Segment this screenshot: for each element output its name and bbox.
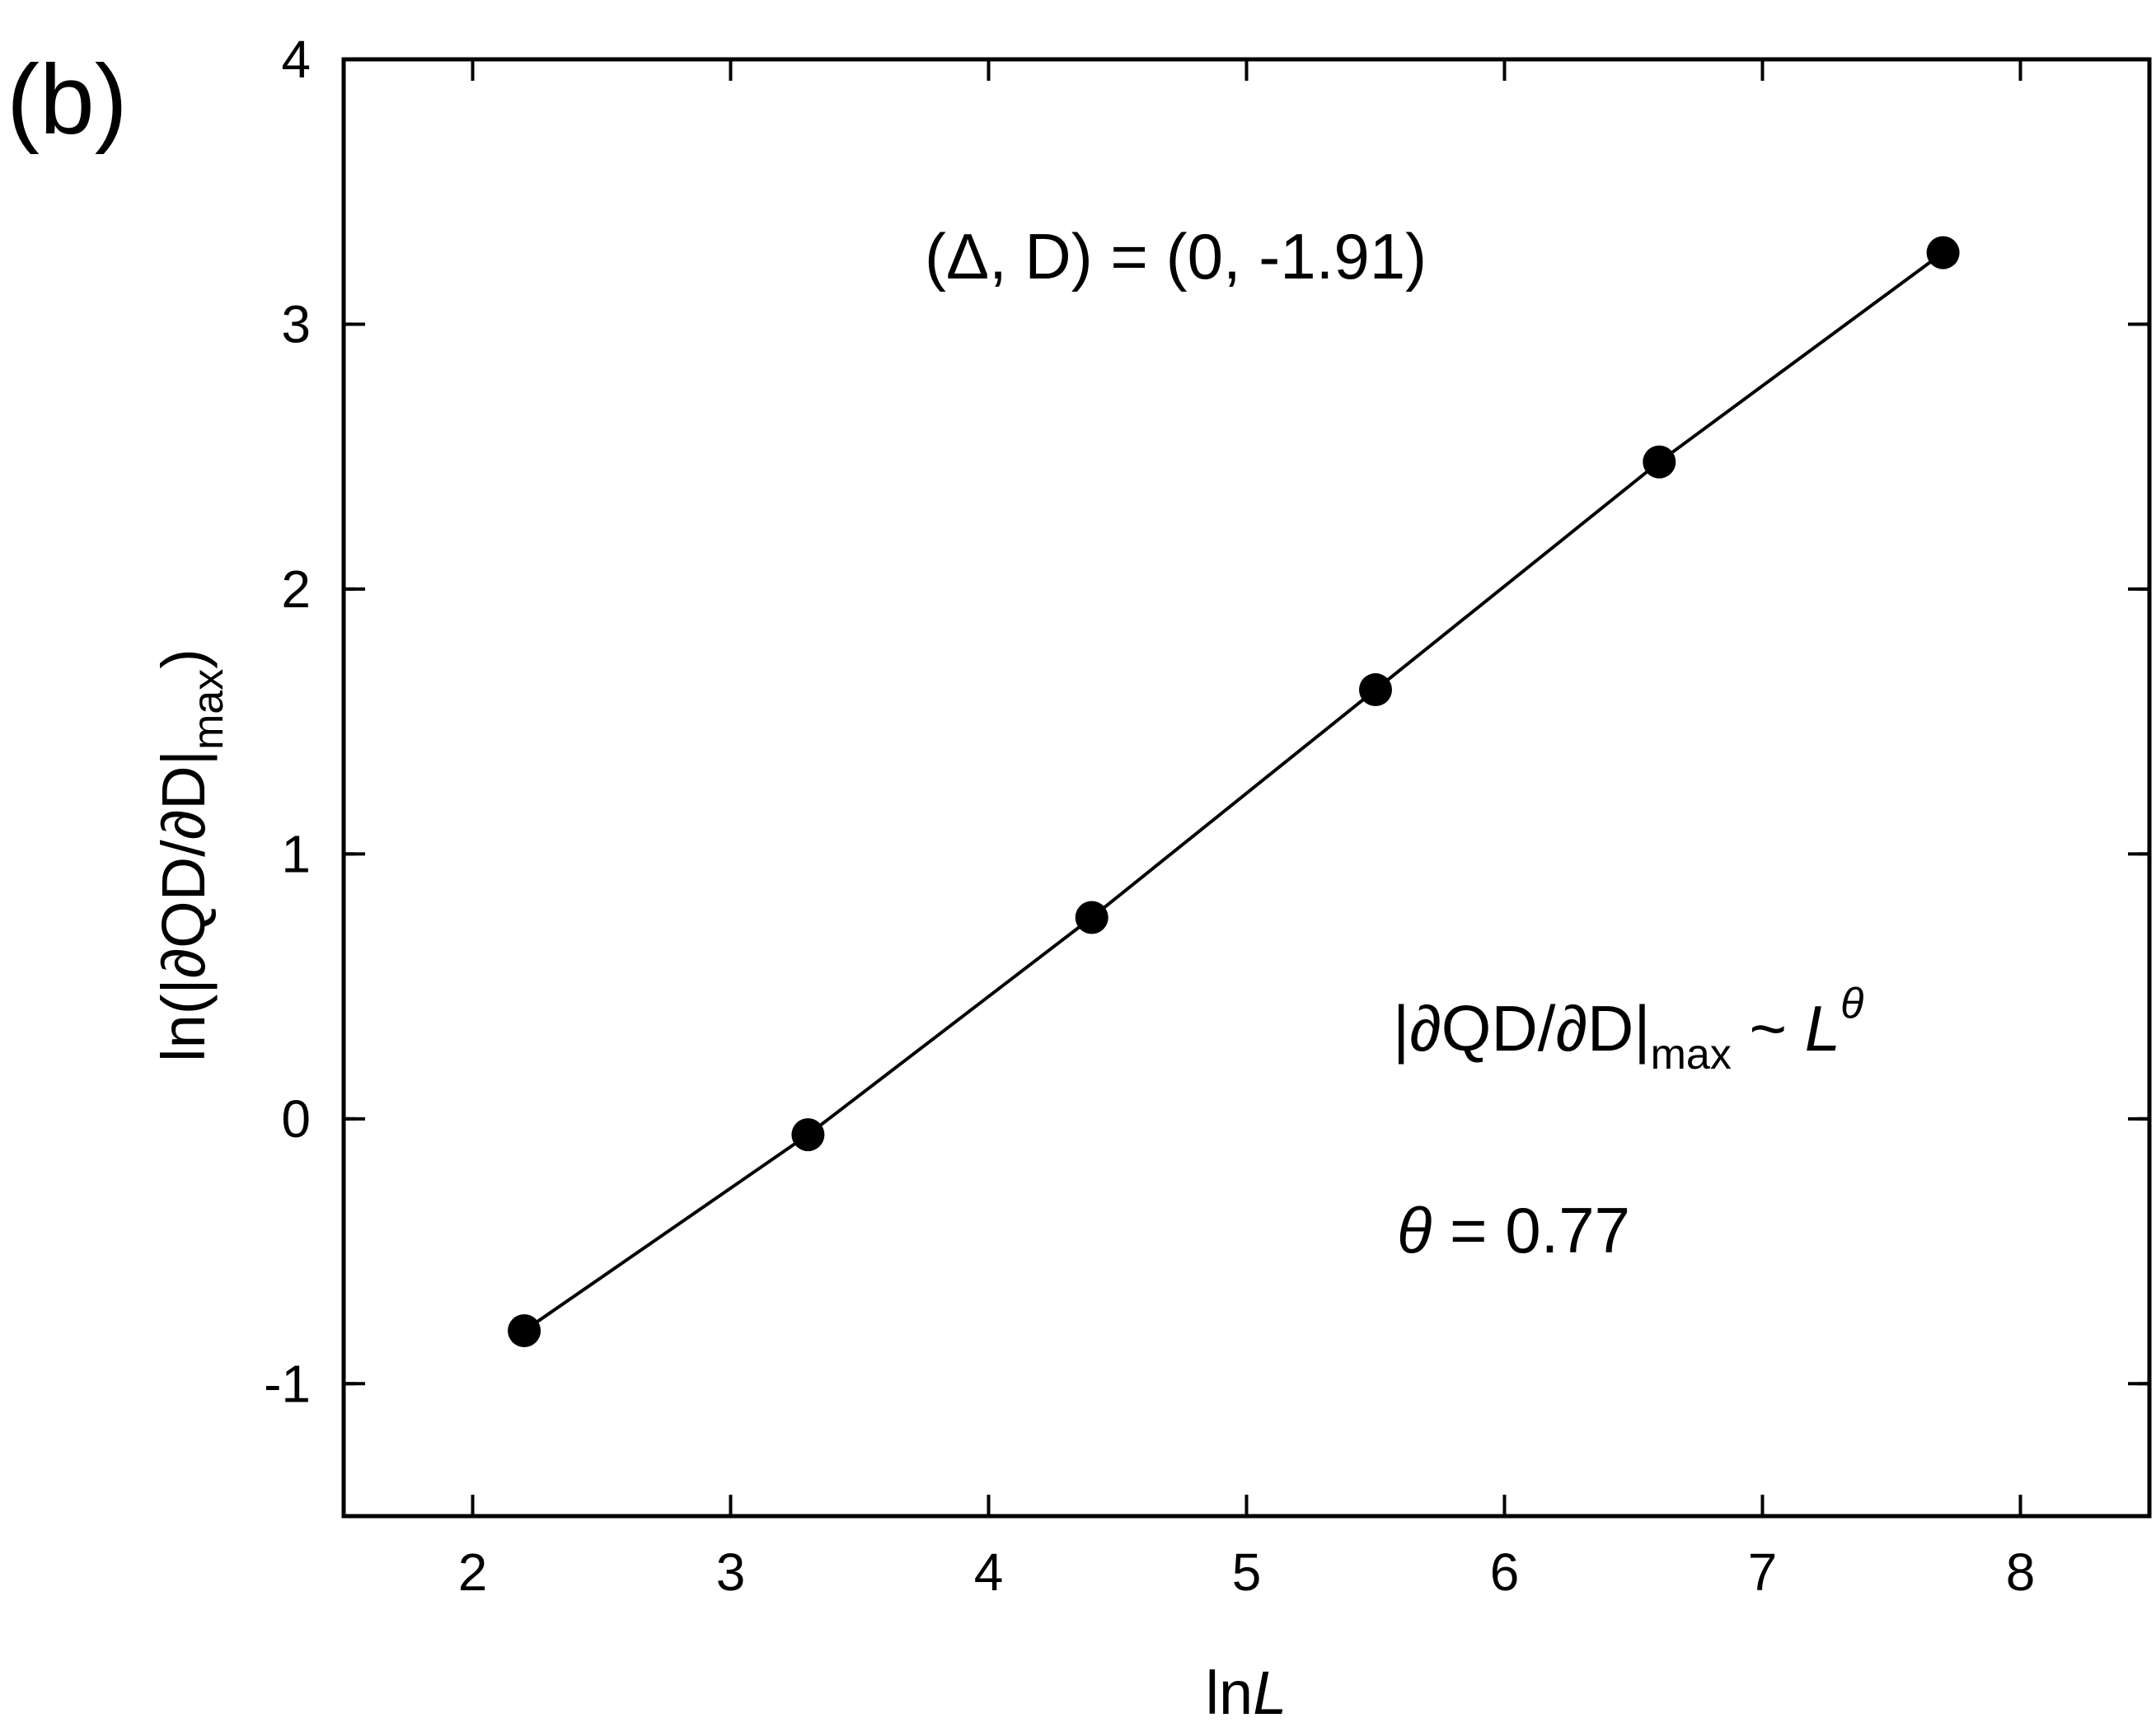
y-axis-title-subscript: max [185,669,232,750]
y-axis-title-close: ) [149,648,218,669]
data-point [1643,445,1676,479]
panel-label: (b) [7,44,128,155]
data-series [508,236,1960,1347]
x-axis-title: lnL [1206,1659,1287,1727]
axes: 2 3 4 5 6 7 8 -1 0 1 2 3 4 [264,30,2152,1602]
y-axis-title-main: ln(|∂QD/∂D| [149,750,218,1062]
theta-symbol: θ [1397,1194,1432,1266]
y-tick-label: 1 [281,824,311,883]
scaling-law-abs: |∂QD/∂D| [1393,992,1651,1065]
x-axis-title-var: L [1253,1659,1287,1727]
y-tick-label: 3 [281,294,311,353]
data-point [508,1313,541,1347]
params-annotation: (Δ, D) = (0, -1.91) [925,220,1427,293]
x-axis-title-prefix: ln [1206,1659,1254,1727]
series-line [523,251,1944,1332]
x-tick-label: 4 [974,1542,1004,1602]
y-tick-label: -1 [264,1354,311,1413]
scaling-law-subscript: max [1651,1031,1732,1079]
x-tick-label: 6 [1490,1542,1520,1602]
data-point [1926,236,1960,269]
theta-annotation: θ = 0.77 [1397,1194,1630,1266]
x-tick-label: 2 [458,1542,488,1602]
data-point [1359,673,1392,707]
x-tick-label: 7 [1748,1542,1778,1602]
data-point [791,1118,825,1152]
scaling-law-L: L [1805,992,1840,1065]
x-tick-label: 8 [2006,1542,2036,1602]
data-point [1075,901,1108,934]
y-axis-title: ln(|∂QD/∂D|max) [149,648,232,1062]
scaling-law-tilde: ~ [1732,992,1805,1065]
y-tick-label: 0 [281,1089,311,1149]
scaling-law-exponent: θ [1840,980,1863,1027]
y-tick-label: 2 [281,559,311,619]
x-tick-label: 5 [1232,1542,1262,1602]
scaling-law-annotation: |∂QD/∂D|max ~ Lθ [1393,980,1863,1079]
x-tick-label: 3 [716,1542,746,1602]
theta-value: = 0.77 [1432,1194,1630,1266]
y-tick-label: 4 [281,30,311,89]
